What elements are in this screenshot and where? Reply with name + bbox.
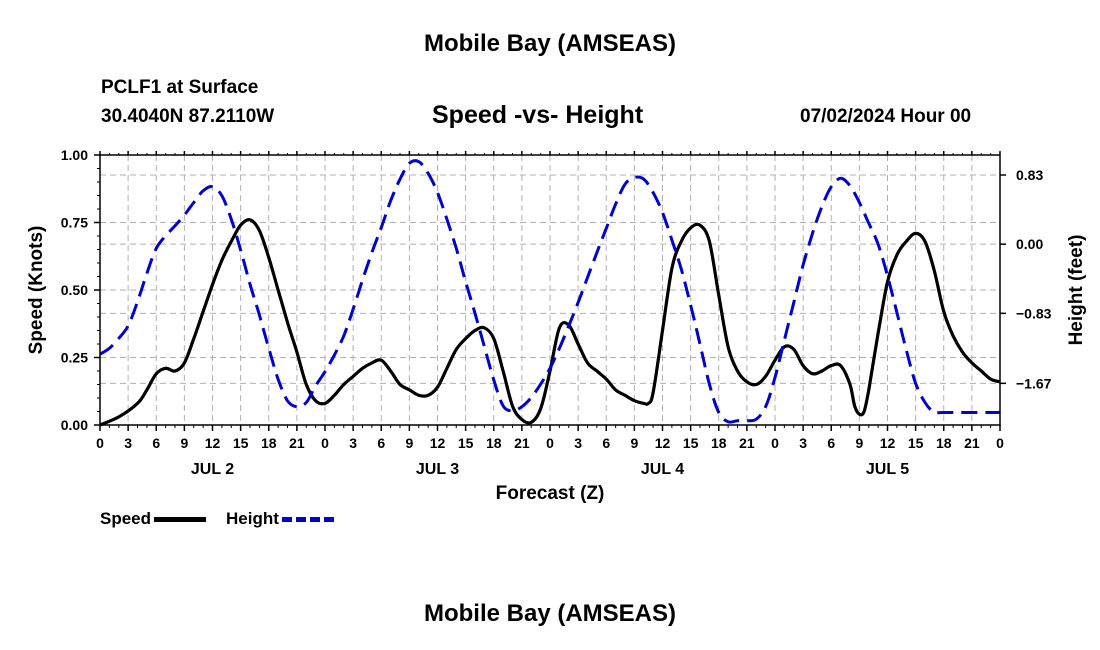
x-tick-label: 12 (880, 435, 896, 451)
y-tick-label: 0.00 (61, 417, 88, 433)
legend-speed-label: Speed (100, 509, 152, 528)
y-axis-right: −1.67 −0.83 0.00 0.83 (1000, 167, 1052, 391)
x-tick-label: 21 (964, 435, 980, 451)
x-tick-label: 0 (771, 435, 779, 451)
footer-title: Mobile Bay (AMSEAS) (423, 600, 677, 627)
x-tick-label: 21 (289, 435, 305, 451)
y-axis-label: Speed (Knots) (26, 226, 47, 355)
x-tick-label: 18 (486, 435, 502, 451)
day-label: JUL 5 (866, 461, 909, 478)
y-tick-label: 0.25 (61, 350, 88, 366)
y2-tick-label: 0.83 (1016, 167, 1043, 183)
x-tick-label: 6 (602, 435, 610, 451)
x-tick-label: 9 (180, 435, 188, 451)
coordinates-label: 30.4040N 87.2110W (101, 106, 275, 127)
chart-title: Mobile Bay (AMSEAS) (423, 30, 677, 57)
day-label: JUL 2 (191, 461, 234, 478)
legend-height-swatch (281, 516, 334, 522)
x-tick-label: 3 (124, 435, 132, 451)
y2-axis-label: Height (feet) (1066, 235, 1087, 346)
x-tick-label: 18 (936, 435, 952, 451)
x-tick-label: 6 (827, 435, 835, 451)
grid-lines (100, 155, 1000, 425)
y2-tick-label: 0.00 (1016, 236, 1043, 252)
x-axis-label: Forecast (Z) (495, 483, 605, 504)
chart-subtitle: Speed -vs- Height (432, 101, 644, 129)
legend-speed-swatch (154, 516, 207, 522)
x-tick-label: 0 (321, 435, 329, 451)
x-tick-label: 3 (349, 435, 357, 451)
x-tick-label: 6 (377, 435, 385, 451)
series-line-speed (99, 218, 1001, 427)
x-tick-label: 18 (261, 435, 277, 451)
x-tick-label: 9 (630, 435, 638, 451)
y-tick-label: 0.75 (61, 215, 88, 231)
x-tick-label: 21 (739, 435, 755, 451)
y-axis-left: 0.00 0.25 0.50 0.75 1.00 (61, 147, 100, 433)
legend: Speed Height (100, 509, 334, 529)
x-tick-label: 15 (458, 435, 474, 451)
series-layer (99, 159, 1001, 427)
x-axis: 0 3 6 9 12 15 18 21 0 3 6 9 12 15 18 21 0 3 6 9 12 15 18 21 0 3 6 9… (96, 151, 1004, 478)
x-tick-label: 9 (405, 435, 413, 451)
x-tick-label: 9 (855, 435, 863, 451)
x-tick-label: 12 (655, 435, 671, 451)
x-tick-label: 0 (996, 435, 1004, 451)
x-tick-label: 3 (574, 435, 582, 451)
series-line-height (99, 159, 1000, 424)
x-tick-label: 6 (152, 435, 160, 451)
x-tick-label: 21 (514, 435, 530, 451)
x-tick-label: 0 (96, 435, 104, 451)
forecast-datetime: 07/02/2024 Hour 00 (800, 106, 972, 127)
x-tick-label: 18 (711, 435, 727, 451)
y-tick-label: 0.50 (61, 282, 88, 298)
day-label: JUL 4 (641, 461, 684, 478)
x-tick-label: 0 (546, 435, 554, 451)
y-tick-label: 1.00 (61, 147, 88, 163)
x-tick-label: 12 (430, 435, 446, 451)
y2-tick-label: −1.67 (1016, 375, 1052, 391)
day-label: JUL 3 (416, 461, 459, 478)
x-tick-label: 15 (233, 435, 249, 451)
station-label: PCLF1 at Surface (101, 77, 259, 98)
plot-frame (99, 154, 1001, 426)
x-tick-label: 3 (799, 435, 807, 451)
x-tick-label: 12 (205, 435, 221, 451)
y2-tick-label: −0.83 (1016, 305, 1052, 321)
legend-height-label: Height (226, 509, 279, 528)
x-tick-label: 15 (908, 435, 924, 451)
x-tick-label: 15 (683, 435, 699, 451)
